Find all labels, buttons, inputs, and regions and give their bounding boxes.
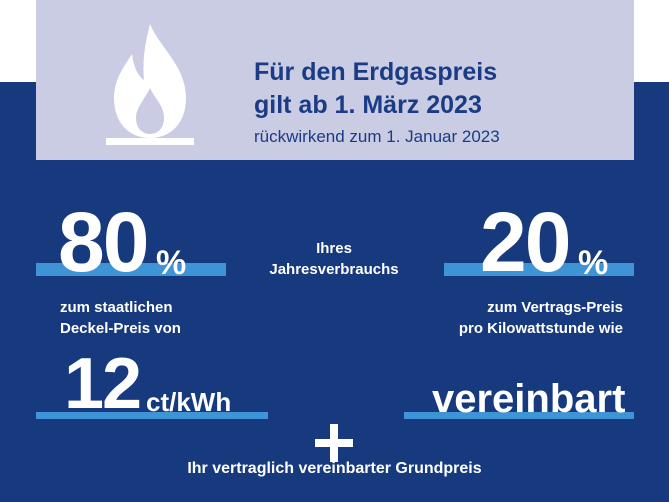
left-price-bar <box>36 412 268 419</box>
center-line-1: Ihres <box>316 240 352 257</box>
center-text: Ihres Jahresverbrauchs <box>234 238 434 280</box>
plus-icon <box>315 424 353 462</box>
right-desc-line-1: zum Vertrags-Preis <box>487 299 623 316</box>
right-value-bar <box>404 412 634 419</box>
left-percent-bar <box>36 263 226 276</box>
right-percent-sign: % <box>578 244 609 282</box>
left-percent-sign: % <box>156 244 187 282</box>
right-percent-number: 20 <box>480 195 571 289</box>
price-unit: ct/kWh <box>146 387 232 417</box>
left-description: zum staatlichen Deckel-Preis von <box>60 297 181 339</box>
price-number: 12 <box>64 344 142 424</box>
right-desc-line-2: pro Kilowattstunde wie <box>458 320 623 337</box>
left-desc-line-1: zum staatlichen <box>60 299 173 316</box>
header-box: Für den Erdgaspreis gilt ab 1. März 2023… <box>36 0 634 160</box>
right-percent-bar <box>444 263 634 276</box>
flame-icon <box>106 24 194 145</box>
footer-text: Ihr vertraglich vereinbarter Grundpreis <box>187 460 482 477</box>
left-percent-number: 80 <box>58 195 149 289</box>
title-line-2: gilt ab 1. März 2023 <box>254 91 482 119</box>
subtitle: rückwirkend zum 1. Januar 2023 <box>254 127 500 146</box>
left-desc-line-2: Deckel-Preis von <box>60 320 181 337</box>
center-line-2: Jahresverbrauchs <box>269 261 399 278</box>
right-value: vereinbart <box>432 377 626 421</box>
title-line-1: Für den Erdgaspreis <box>254 58 498 86</box>
page-title: Für den Erdgaspreis gilt ab 1. März 2023 <box>254 56 497 122</box>
right-description: zum Vertrags-Preis pro Kilowattstunde wi… <box>400 297 623 339</box>
